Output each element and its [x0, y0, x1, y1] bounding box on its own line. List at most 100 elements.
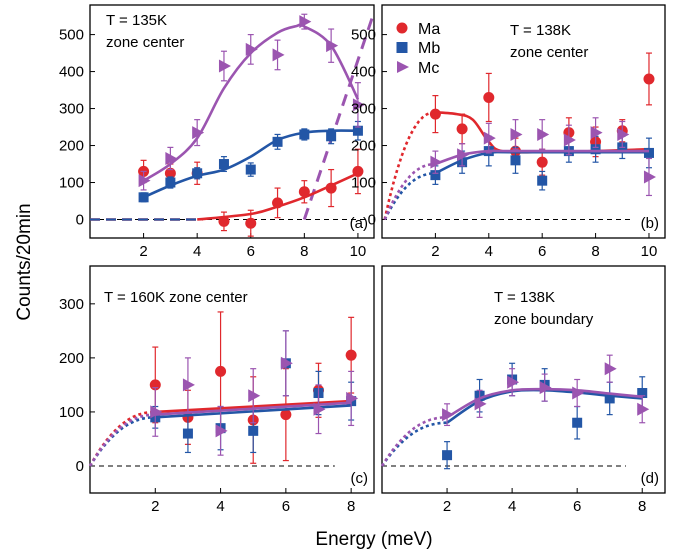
- y-tick-label: 300: [59, 101, 84, 118]
- ma-point: [218, 215, 230, 227]
- mc-point: [590, 126, 603, 140]
- panel-frame: [381, 265, 666, 494]
- mc-point: [299, 15, 312, 29]
- panel-label: (a): [350, 215, 368, 232]
- legend-marker-mc: [397, 61, 409, 73]
- ma-dotted-extrapolation: [383, 111, 436, 220]
- panel-annotation: zone center: [510, 44, 588, 61]
- mb-point: [326, 131, 337, 142]
- x-axis-title: Energy (meV): [315, 529, 432, 550]
- mb-point: [537, 175, 548, 186]
- ma-point: [164, 167, 176, 179]
- mc-point: [572, 386, 585, 400]
- x-tick-label: 4: [193, 243, 201, 260]
- ma-point: [483, 91, 495, 103]
- x-tick-label: 4: [216, 498, 224, 515]
- panel-annotation: T = 138K: [494, 289, 555, 306]
- mb-fit: [143, 129, 358, 199]
- mc-point: [248, 389, 261, 403]
- x-tick-label: 8: [591, 243, 599, 260]
- mb-point: [272, 136, 283, 147]
- mc-point: [539, 381, 552, 395]
- ma-point: [345, 349, 357, 361]
- y-tick-label: 400: [351, 64, 376, 81]
- mc-point: [563, 133, 576, 147]
- ma-point: [272, 197, 284, 209]
- legend: Ma Mb Mc: [396, 21, 440, 77]
- y-tick-label: 100: [351, 175, 376, 192]
- ma-point: [456, 123, 468, 135]
- mb-point: [510, 155, 521, 166]
- x-tick-label: 8: [300, 243, 308, 260]
- ma-point: [325, 182, 337, 194]
- mc-dotted-extrapolation: [88, 413, 156, 467]
- mc-point: [182, 378, 195, 392]
- mc-point: [507, 375, 520, 389]
- mb-point: [218, 159, 229, 170]
- mc-point: [218, 59, 231, 73]
- x-tick-label: 6: [282, 498, 290, 515]
- y-tick-label: 400: [59, 64, 84, 81]
- mc-point: [474, 397, 487, 411]
- mb-point: [572, 417, 583, 428]
- legend-label-mc: Mc: [418, 60, 439, 77]
- mc-point: [637, 402, 650, 416]
- x-tick-label: 8: [638, 498, 646, 515]
- mb-point: [182, 428, 193, 439]
- mc-point: [457, 148, 470, 162]
- x-tick-label: 6: [247, 243, 255, 260]
- legend-marker-ma: [396, 22, 408, 34]
- ma-point: [352, 165, 364, 177]
- ma-dotted-extrapolation: [88, 410, 156, 467]
- panel-annotation: T = 138K: [510, 22, 571, 39]
- mc-point: [604, 362, 617, 376]
- mb-dotted-extrapolation: [383, 172, 436, 221]
- mc-fit: [142, 23, 360, 182]
- y-tick-label: 100: [59, 404, 84, 421]
- y-tick-label: 100: [59, 175, 84, 192]
- mc-point: [643, 170, 656, 184]
- x-tick-label: 6: [573, 498, 581, 515]
- panel-label: (d): [641, 470, 659, 487]
- ma-point: [643, 73, 655, 85]
- mc-point: [352, 98, 365, 112]
- mb-point: [165, 177, 176, 188]
- x-tick-label: 4: [485, 243, 493, 260]
- mc-point: [313, 402, 326, 416]
- panel-annotation: zone center: [106, 34, 184, 51]
- ma-point: [245, 217, 257, 229]
- ma-point: [536, 156, 548, 168]
- mc-point: [192, 126, 205, 140]
- mb-point: [245, 164, 256, 175]
- mb-point: [604, 393, 615, 404]
- mb-point: [430, 170, 441, 181]
- mb-point: [352, 125, 363, 136]
- mc-point: [326, 39, 339, 53]
- panel-label: (c): [351, 470, 369, 487]
- x-tick-label: 2: [151, 498, 159, 515]
- x-tick-label: 6: [538, 243, 546, 260]
- x-tick-label: 4: [508, 498, 516, 515]
- panel-label: (b): [641, 215, 659, 232]
- y-tick-label: 0: [76, 458, 84, 475]
- x-tick-label: 10: [641, 243, 658, 260]
- mb-point: [248, 425, 259, 436]
- y-tick-label: 200: [59, 350, 84, 367]
- panel-annotation: T = 135K: [106, 12, 167, 29]
- mc-point: [272, 48, 285, 62]
- mb-point: [643, 147, 654, 158]
- panel-frame: [89, 265, 375, 494]
- ma-point: [215, 365, 227, 377]
- mc-point: [280, 356, 293, 370]
- mb-dotted-extrapolation: [88, 416, 156, 467]
- mc-point: [510, 127, 523, 141]
- mc-point: [150, 405, 163, 419]
- mb-point: [637, 388, 648, 399]
- panel-frame: [89, 4, 375, 239]
- y-tick-label: 0: [76, 212, 84, 229]
- panel-frame: [381, 4, 666, 239]
- y-tick-label: 200: [59, 138, 84, 155]
